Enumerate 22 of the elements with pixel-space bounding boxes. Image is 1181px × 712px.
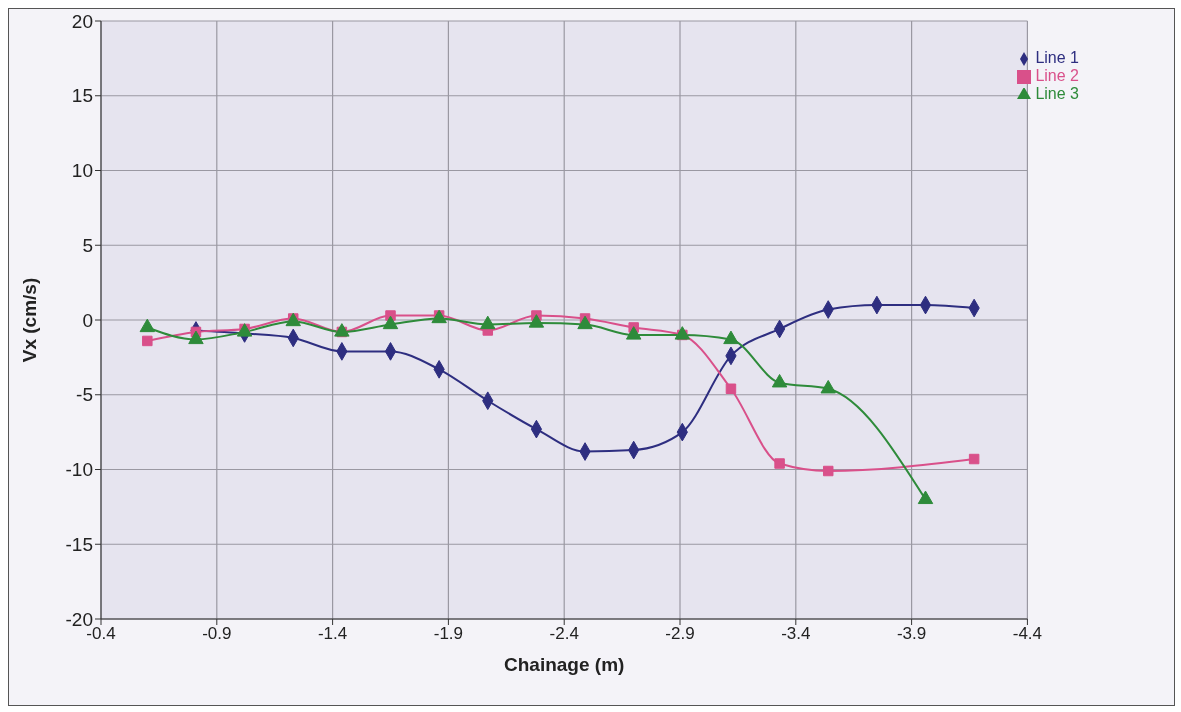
x-tick-label: -1.4 bbox=[317, 624, 348, 644]
x-tick-label: -2.9 bbox=[665, 624, 695, 644]
y-tick-label: -15 bbox=[65, 533, 93, 555]
x-tick-label: -3.4 bbox=[781, 624, 811, 644]
y-axis-title: Vx (cm/s) bbox=[18, 277, 40, 363]
legend-label: Line 3 bbox=[1035, 85, 1079, 102]
x-tick-label: -1.9 bbox=[433, 624, 464, 644]
x-tick-label: -3.9 bbox=[896, 624, 927, 644]
x-tick-label: -4.4 bbox=[1012, 624, 1043, 644]
legend-label: Line 2 bbox=[1035, 67, 1079, 84]
y-tick-label: -5 bbox=[76, 384, 93, 406]
x-tick-label: -0.9 bbox=[202, 624, 232, 644]
y-tick-label: -20 bbox=[65, 608, 93, 630]
y-tick-label: 10 bbox=[71, 160, 93, 182]
y-tick-label: -10 bbox=[65, 459, 93, 481]
y-tick-label: 5 bbox=[82, 234, 93, 256]
y-tick-label: 15 bbox=[71, 85, 93, 107]
y-tick-label: 0 bbox=[82, 309, 93, 331]
x-axis-title: Chainage (m) bbox=[504, 654, 625, 675]
legend-label: Line 1 bbox=[1035, 49, 1079, 66]
y-tick-label: 20 bbox=[71, 10, 93, 32]
x-tick-label: -2.4 bbox=[549, 624, 579, 644]
